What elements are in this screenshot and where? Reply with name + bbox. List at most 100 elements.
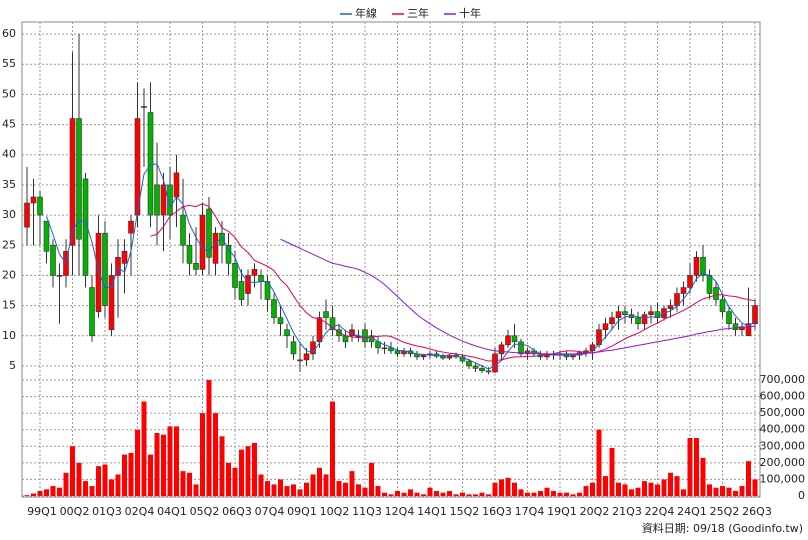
volume-bar [518, 489, 524, 496]
volume-bar [395, 491, 400, 496]
candle-body [654, 311, 661, 318]
volume-bar [102, 464, 108, 496]
candle-body [251, 269, 258, 276]
plot-frame [21, 21, 761, 498]
candle-body [739, 326, 745, 331]
x-tick-label: 06Q3 [222, 505, 252, 518]
volume-bar [148, 454, 153, 496]
volume-bar [161, 434, 166, 496]
candle-body [466, 360, 472, 367]
volume-bar [655, 484, 660, 496]
volume-bar [187, 472, 192, 496]
y2-tick-label: 100,000 [760, 472, 806, 485]
candle-body [726, 311, 732, 324]
y-tick-label: 50 [2, 87, 16, 100]
volume-bar [421, 494, 426, 496]
volume-bar [258, 474, 264, 496]
x-tick-label: 22Q4 [645, 505, 675, 518]
volume-bar [538, 491, 543, 496]
volume-bar [453, 494, 459, 496]
volume-bar [531, 492, 537, 496]
candle-body [635, 317, 641, 324]
x-tick-label: 07Q4 [255, 505, 285, 518]
y2-tick-label: 700,000 [760, 373, 806, 386]
volume-bar [200, 413, 205, 496]
candle-body [485, 370, 492, 373]
legend-label: 十年 [459, 6, 481, 20]
candle-body [76, 118, 82, 240]
candle-body [602, 323, 609, 331]
volume-bar [544, 487, 550, 496]
volume-bar [356, 484, 361, 496]
volume-bar [713, 487, 719, 496]
candle-body [102, 232, 108, 306]
candle-body [212, 232, 219, 264]
volume-bar [486, 494, 491, 496]
candle-body [271, 299, 277, 318]
candle-body [290, 341, 297, 355]
x-tick-label: 04Q1 [157, 505, 187, 518]
volume-bar [440, 492, 446, 496]
legend-label: 年線 [355, 6, 377, 20]
volume-bar [343, 482, 348, 496]
candle-body [37, 196, 43, 216]
candle-body [641, 314, 648, 324]
volume-bar [499, 479, 504, 496]
y-tick-label: 10 [2, 329, 16, 342]
candle-body [43, 220, 50, 252]
candle-body [82, 178, 89, 276]
candle-body [30, 196, 37, 204]
volume-bar [239, 449, 244, 496]
volume-bar [336, 481, 342, 496]
volume-bar [382, 492, 387, 496]
candle-body [687, 275, 693, 288]
candle-body [752, 305, 758, 324]
volume-bar [603, 476, 608, 496]
volume-bar [219, 436, 225, 496]
volume-bar [375, 486, 381, 496]
ma-line [46, 163, 756, 370]
x-tick-label: 24Q1 [677, 505, 707, 518]
ma-line [150, 203, 756, 362]
y-tick-label: 30 [2, 208, 16, 221]
candle-body [518, 341, 524, 355]
x-tick-label: 00Q2 [60, 505, 90, 518]
volume-bar [414, 492, 420, 496]
volume-bar [492, 482, 498, 496]
volume-bar [525, 492, 530, 496]
y-tick-label: 40 [2, 148, 16, 161]
volume-bar [70, 446, 75, 496]
volume-bar [590, 482, 595, 496]
candle-body [524, 350, 531, 355]
volume-bar [291, 484, 296, 496]
candle-body [167, 184, 173, 216]
candle-body [147, 112, 154, 216]
x-tick-label: 25Q2 [710, 505, 740, 518]
x-tick-label: 99Q1 [27, 505, 57, 518]
candle-body [206, 208, 212, 258]
candle-body [381, 347, 388, 350]
candle-body [329, 317, 336, 331]
volume-bar [115, 474, 121, 496]
volume-bar [154, 433, 160, 496]
volume-bar [479, 492, 485, 496]
y2-tick-label: 500,000 [760, 406, 806, 419]
volume-bar [642, 481, 647, 496]
candle-body [160, 184, 167, 216]
volume-bar [24, 495, 30, 496]
y2-tick-label: 300,000 [760, 439, 806, 452]
y-tick-label: 55 [2, 57, 16, 70]
candle-body [622, 311, 628, 315]
x-tick-label: 17Q4 [515, 505, 545, 518]
volume-bar [369, 462, 374, 496]
x-tick-label: 09Q1 [287, 505, 317, 518]
candle-body [459, 356, 466, 362]
candle-body [394, 350, 401, 355]
candle-body [336, 329, 342, 337]
volume-bar [122, 454, 127, 496]
volume-bar [323, 474, 329, 496]
volume-bar [674, 476, 680, 496]
volume-bar [349, 471, 355, 496]
x-tick-label: 02Q4 [125, 505, 155, 518]
